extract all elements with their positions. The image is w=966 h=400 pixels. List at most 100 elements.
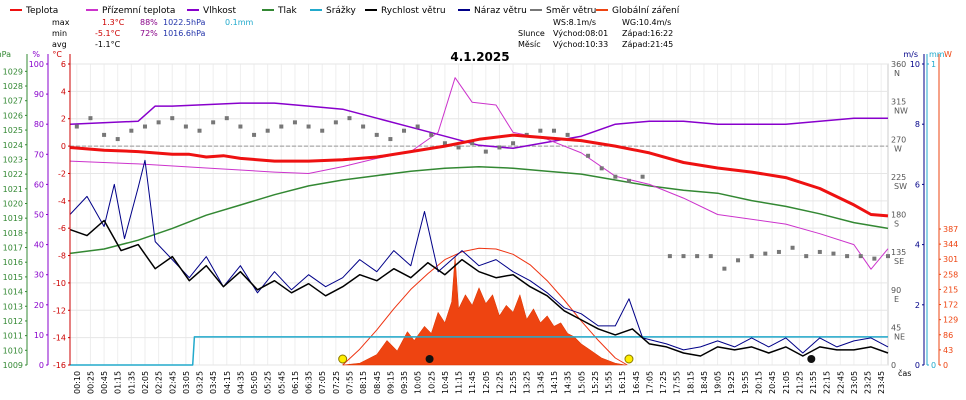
x-tick-label: 16:15: [618, 371, 627, 394]
solar-axis-tick: 43: [943, 346, 953, 355]
direction-tick: 270: [891, 135, 906, 144]
wind-direction-point: [74, 124, 79, 129]
x-tick-label: 10:05: [414, 371, 423, 394]
stat-min-temp: -5.1°C: [95, 29, 121, 38]
solar-axis-tick: 0: [943, 361, 948, 370]
wind-direction-point: [320, 128, 325, 133]
rain-line: [70, 336, 888, 366]
solar-axis-tick: 344: [943, 240, 958, 249]
humidity-axis-unit: %: [32, 50, 40, 59]
wind-direction-point: [442, 141, 447, 146]
temperature-line: [69, 133, 889, 218]
x-tick-label: 23:45: [877, 371, 886, 394]
x-tick-label: 11:15: [455, 371, 464, 394]
wind-direction-point: [886, 254, 890, 259]
x-tick-label: 13:25: [523, 371, 532, 394]
stat-min-label: min: [52, 29, 67, 38]
humidity-line: [69, 102, 888, 150]
temp-axis-tick: 6: [61, 60, 66, 69]
info-wg: WG:10.4m/s: [622, 18, 671, 27]
wind-direction-point: [183, 124, 188, 129]
wind-direction-point: [415, 124, 420, 129]
wind-direction-point: [211, 120, 216, 125]
x-tick-label: 12:55: [509, 371, 518, 394]
x-tick-label: 20:45: [768, 371, 777, 394]
wind-axis-tick: 8: [915, 120, 920, 129]
plot-area: [69, 77, 890, 366]
x-tick-label: 00:25: [86, 371, 95, 394]
wind-direction-point: [845, 254, 850, 259]
x-axis-unit: čas: [898, 368, 911, 378]
legend-label: Směr větru: [546, 6, 596, 16]
wind-direction-point: [538, 128, 543, 133]
direction-tick: 135: [891, 248, 906, 257]
solar-axis-tick: 258: [943, 270, 958, 279]
wind-direction-point: [347, 116, 352, 121]
hpa-axis-tick: 1027: [3, 97, 23, 106]
direction-tick: 180: [891, 211, 906, 220]
info-sun-set: Západ:16:22: [622, 29, 673, 38]
ground-temperature-line: [69, 77, 889, 270]
x-tick-label: 23:25: [864, 371, 873, 394]
stat-max-label: max: [52, 18, 70, 27]
wind-direction-point: [88, 116, 93, 121]
x-tick-label: 02:25: [155, 371, 164, 394]
humidity-axis-tick: 100: [29, 60, 44, 69]
wind-direction-point: [333, 120, 338, 125]
x-tick-label: 07:55: [345, 371, 354, 394]
wind-direction-point: [224, 116, 229, 121]
direction-name: NE: [894, 332, 905, 341]
temp-axis-tick: -8: [58, 252, 66, 261]
hpa-axis-tick: 1012: [3, 317, 23, 326]
hpa-axis-tick: 1028: [3, 82, 23, 91]
moon-marker: [425, 355, 434, 363]
wind-direction-point: [279, 124, 284, 129]
wind-direction-point: [695, 254, 700, 259]
wind-direction-point: [170, 116, 175, 121]
x-tick-label: 03:05: [182, 371, 191, 394]
x-tick-label: 09:15: [386, 371, 395, 394]
hpa-axis-tick: 1026: [3, 111, 23, 120]
legend-label: Globální záření: [612, 6, 680, 16]
humidity-axis-tick: 80: [34, 120, 44, 129]
x-tick-label: 22:15: [823, 371, 832, 394]
info-moon-label: Měsíc: [518, 40, 541, 49]
hpa-axis-tick: 1019: [3, 214, 23, 223]
temp-axis-tick: -10: [53, 279, 66, 288]
clear-sky-radiation-curve: [342, 247, 628, 366]
wind-axis-unit: m/s: [903, 50, 918, 59]
stat-max-temp: 1.3°C: [102, 18, 125, 27]
x-tick-label: 12:25: [495, 371, 504, 394]
wind-direction-point: [470, 141, 475, 146]
stat-min-pressure: 1016.6hPa: [163, 29, 206, 38]
hpa-axis-tick: 1021: [3, 185, 23, 194]
wind-direction-point: [708, 254, 713, 259]
wind-direction-point: [626, 178, 631, 183]
wind-direction-point: [402, 128, 407, 133]
hpa-axis-tick: 1025: [3, 126, 23, 135]
info-ws: WS:8.1m/s: [553, 18, 596, 27]
x-tick-label: 23:05: [850, 371, 859, 394]
wind-axis-tick: 0: [915, 361, 920, 370]
x-tick-label: 04:35: [236, 371, 245, 394]
x-tick-label: 10:45: [441, 371, 450, 394]
x-tick-label: 17:25: [659, 371, 668, 394]
humidity-axis-tick: 30: [34, 271, 44, 280]
hpa-axis-tick: 1018: [3, 229, 23, 238]
x-tick-label: 00:10: [73, 371, 82, 394]
wind-direction-point: [102, 132, 107, 137]
stat-max-humidity: 88%: [140, 18, 158, 27]
info-sun-rise: Východ:08:01: [553, 29, 608, 38]
wind-direction-point: [129, 128, 134, 133]
temp-axis-tick: -4: [58, 197, 66, 206]
x-tick-label: 03:45: [209, 371, 218, 394]
wind-direction-point: [790, 245, 795, 250]
direction-name: NW: [894, 107, 908, 116]
wind-speed-line: [69, 219, 889, 357]
hpa-axis-tick: 1010: [3, 346, 23, 355]
wind-axis-tick: 10: [910, 60, 920, 69]
chart-title: 4.1.2025: [450, 50, 509, 64]
x-tick-label: 11:45: [468, 371, 477, 394]
direction-tick: 0: [891, 361, 896, 370]
hpa-axis-tick: 1024: [3, 141, 23, 150]
